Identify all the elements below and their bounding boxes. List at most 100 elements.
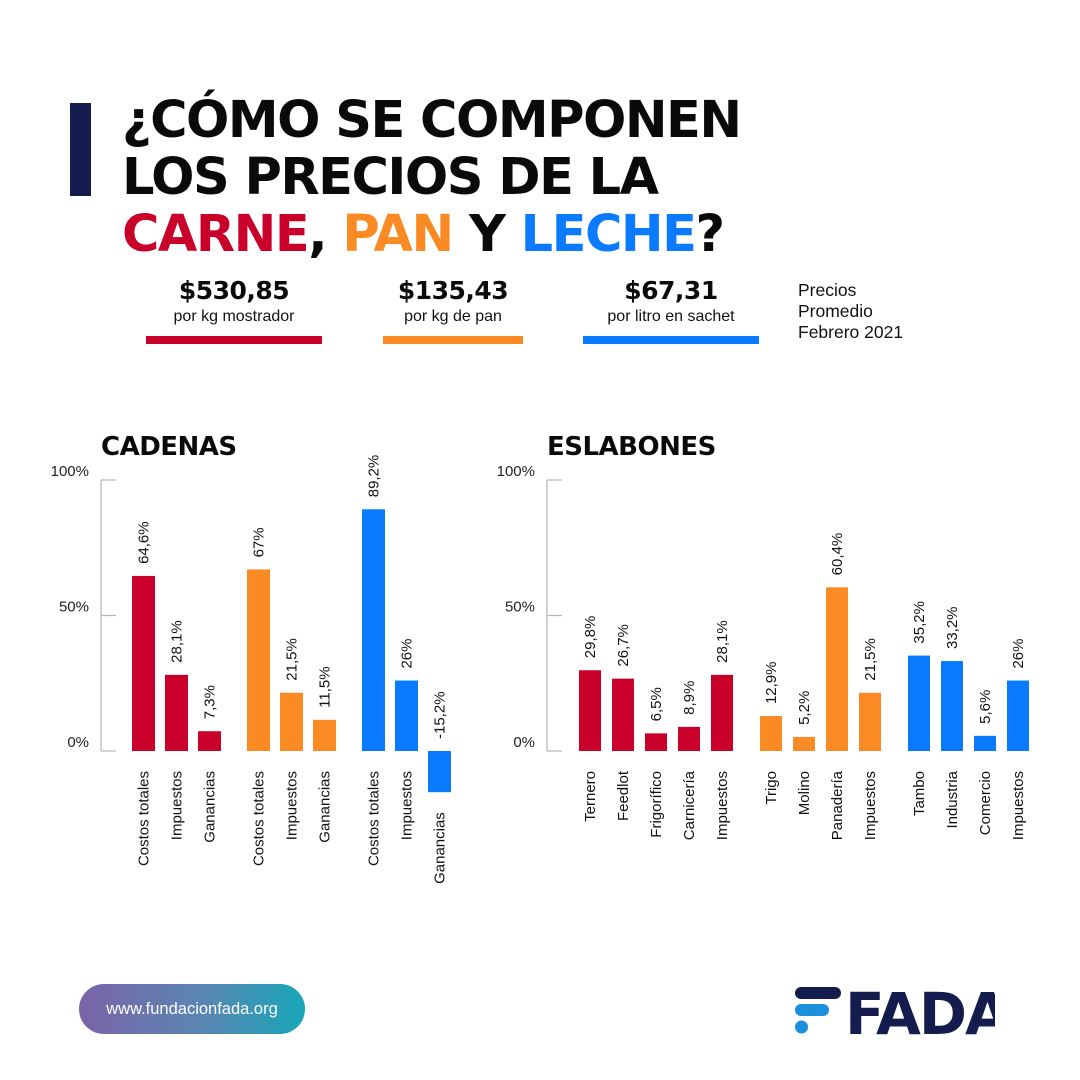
cadenas-ytick-label-100: 100%: [51, 463, 89, 480]
cadenas-category-label-carne-1: Impuestos: [169, 771, 186, 840]
eslabones-value-label-carne-1: 26,7%: [615, 624, 632, 667]
page-title: ¿CÓMO SE COMPONEN LOS PRECIOS DE LA CARN…: [122, 91, 742, 263]
cadenas-category-label-carne-2: Ganancias: [202, 771, 219, 843]
cadenas-bar-leche-1: [395, 680, 418, 751]
eslabones-bar-carne-0: [579, 670, 601, 751]
price-carne-underline: [146, 336, 322, 344]
eslabones-value-label-carne-2: 6,5%: [648, 687, 665, 721]
title-word-y: Y: [452, 205, 521, 264]
cadenas-category-label-carne-0: Costos totales: [136, 771, 153, 866]
eslabones-category-label-leche-2: Comercio: [977, 771, 994, 835]
eslabones-category-label-carne-1: Feedlot: [615, 770, 632, 821]
cadenas-value-label-pan-1: 21,5%: [284, 638, 301, 681]
eslabones-bar-pan-3: [859, 692, 881, 751]
eslabones-bar-pan-0: [760, 716, 782, 751]
price-carne-desc: por kg mostrador: [173, 308, 295, 325]
eslabones-category-label-pan-0: Trigo: [763, 771, 780, 805]
eslabones-value-label-leche-0: 35,2%: [911, 601, 928, 644]
price-pan: $135,43 por kg de pan: [383, 276, 523, 344]
price-carne: $530,85 por kg mostrador: [146, 276, 322, 344]
cadenas-ytick-label-0: 0%: [67, 734, 89, 751]
eslabones-value-label-carne-0: 29,8%: [582, 616, 599, 659]
logo-text: FADA: [845, 983, 995, 1039]
title-question-mark: ?: [695, 205, 725, 264]
cadenas-category-label-pan-2: Ganancias: [317, 771, 334, 843]
eslabones-value-label-carne-3: 8,9%: [681, 681, 698, 715]
cadenas-bar-pan-0: [247, 569, 270, 751]
eslabones-ytick-label-100: 100%: [497, 463, 535, 480]
title-word-pan: PAN: [342, 205, 454, 264]
eslabones-bar-carne-1: [612, 678, 634, 751]
cadenas-bar-leche-2: [428, 751, 451, 793]
eslabones-category-label-carne-4: Impuestos: [714, 771, 731, 840]
cadenas-value-label-carne-0: 64,6%: [136, 521, 153, 564]
price-leche-underline: [583, 336, 759, 344]
eslabones-value-label-leche-1: 33,2%: [944, 606, 961, 649]
eslabones-bar-pan-1: [793, 736, 815, 751]
cadenas-bar-pan-2: [313, 719, 336, 751]
title-accent-bar: [70, 103, 91, 196]
eslabones-bar-carne-3: [678, 726, 700, 751]
eslabones-category-label-leche-0: Tambo: [911, 771, 928, 816]
price-note: Precios Promedio Febrero 2021: [798, 280, 903, 343]
eslabones-value-label-carne-4: 28,1%: [714, 620, 731, 663]
cadenas-value-label-leche-1: 26%: [399, 639, 416, 669]
eslabones-ytick-label-50: 50%: [505, 599, 535, 616]
eslabones-bar-pan-2: [826, 587, 848, 751]
website-link[interactable]: www.fundacionfada.org: [79, 984, 305, 1034]
logo-f-top-stroke: [795, 987, 841, 999]
cadenas-bar-carne-0: [132, 575, 155, 751]
title-line-2: LOS PRECIOS DE LA: [122, 148, 659, 207]
eslabones-bar-leche-3: [1007, 680, 1029, 751]
cadenas-bar-pan-1: [280, 692, 303, 751]
eslabones-category-label-carne-0: Ternero: [582, 771, 599, 822]
eslabones-value-label-leche-3: 26%: [1010, 639, 1027, 669]
cadenas-value-label-leche-0: 89,2%: [366, 455, 383, 498]
eslabones-category-label-carne-3: Carnicería: [681, 770, 698, 840]
cadenas-category-label-pan-1: Impuestos: [284, 771, 301, 840]
price-leche: $67,31 por litro en sachet: [583, 276, 759, 344]
eslabones-category-label-leche-3: Impuestos: [1010, 771, 1027, 840]
title-comma: ,: [308, 205, 343, 264]
eslabones-value-label-leche-2: 5,6%: [977, 690, 994, 724]
eslabones-ytick-label-0: 0%: [513, 734, 535, 751]
chart-title-cadenas: CADENAS: [101, 432, 237, 462]
cadenas-category-label-leche-0: Costos totales: [366, 771, 383, 866]
price-note-line-3: Febrero 2021: [798, 322, 904, 342]
eslabones-bar-leche-2: [974, 735, 996, 751]
cadenas-category-label-leche-1: Impuestos: [399, 771, 416, 840]
eslabones-category-label-leche-1: Industria: [944, 770, 961, 828]
eslabones-bar-carne-2: [645, 733, 667, 751]
cadenas-category-label-leche-2: Ganancias: [432, 812, 449, 884]
price-leche-value: $67,31: [624, 276, 718, 305]
title-line-3: CARNE, PAN Y LECHE?: [122, 206, 741, 263]
cadenas-value-label-leche-2: -15,2%: [432, 691, 449, 739]
eslabones-bar-carne-4: [711, 674, 733, 751]
fada-logo: FADA: [795, 983, 995, 1039]
cadenas-bar-carne-2: [198, 731, 221, 751]
title-word-carne: CARNE: [122, 205, 310, 264]
eslabones-category-label-carne-2: Frigorífico: [648, 771, 665, 838]
cadenas-value-label-pan-0: 67%: [251, 527, 268, 557]
cadenas-bar-leche-0: [362, 509, 385, 751]
eslabones-category-label-pan-2: Panadería: [829, 770, 846, 840]
eslabones-category-label-pan-3: Impuestos: [862, 771, 879, 840]
cadenas-value-label-carne-2: 7,3%: [202, 685, 219, 719]
eslabones-category-label-pan-1: Molino: [796, 771, 813, 815]
eslabones-value-label-pan-2: 60,4%: [829, 533, 846, 576]
title-line-1: ¿CÓMO SE COMPONEN: [122, 91, 742, 150]
cadenas-bar-carne-1: [165, 674, 188, 751]
price-pan-underline: [383, 336, 523, 344]
price-note-line-1: Precios: [798, 280, 857, 300]
logo-f-middle-stroke: [795, 1004, 829, 1016]
eslabones-value-label-pan-3: 21,5%: [862, 638, 879, 681]
cadenas-ytick-label-50: 50%: [59, 599, 89, 616]
logo-f-dot: [795, 1020, 808, 1034]
price-pan-value: $135,43: [397, 276, 509, 305]
price-carne-value: $530,85: [178, 276, 290, 305]
cadenas-category-label-pan-0: Costos totales: [251, 771, 268, 866]
eslabones-value-label-pan-1: 5,2%: [796, 691, 813, 725]
price-note-line-2: Promedio: [798, 301, 873, 321]
eslabones-bar-leche-0: [908, 655, 930, 751]
